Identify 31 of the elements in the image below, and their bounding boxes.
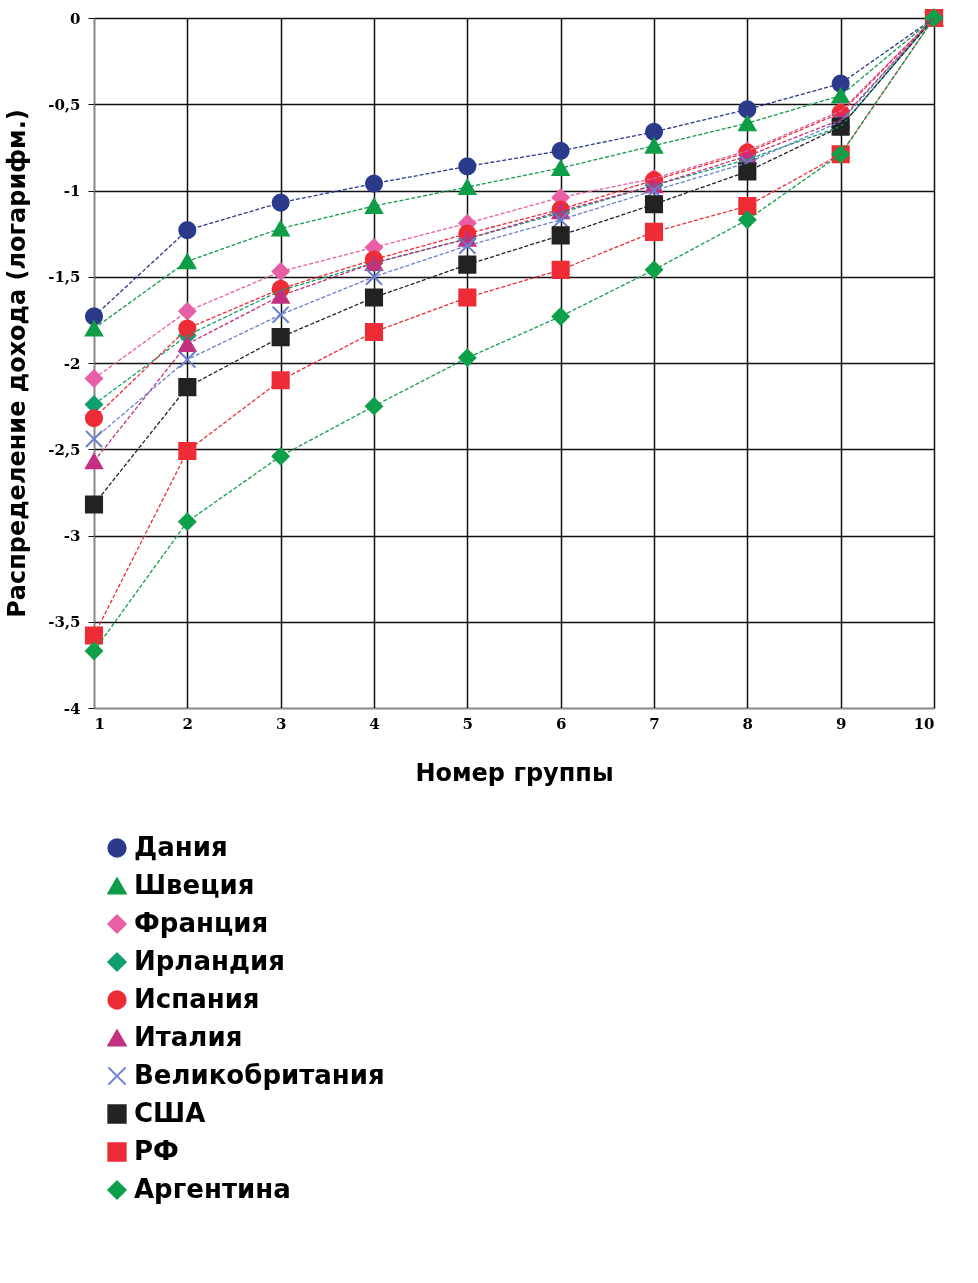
y-tick-label: -1,5	[48, 268, 81, 287]
y-axis-title: Распределение дохода (логарифм.)	[3, 109, 32, 618]
y-tick-label: 0	[70, 9, 81, 28]
y-tick-label: -0,5	[48, 95, 81, 114]
x-tick-label: 4	[369, 714, 380, 733]
x-tick-label: 9	[835, 714, 847, 733]
y-tick-label: -3,5	[48, 613, 81, 632]
y-tick-label: -3	[63, 527, 81, 545]
x-tick-label: 7	[649, 714, 660, 733]
legend-label: Дания	[134, 832, 228, 862]
x-tick-label: 6	[555, 714, 567, 733]
legend-label: США	[134, 1098, 206, 1128]
y-tick-label: -2,5	[48, 440, 81, 459]
x-tick-label: 10	[913, 714, 935, 733]
x-axis-title: Номер группы	[415, 758, 614, 787]
legend-label: Италия	[134, 1022, 243, 1052]
y-tick-label: -2	[63, 354, 81, 373]
legend-label: Ирландия	[134, 946, 285, 976]
x-tick-label: 1	[94, 714, 105, 733]
legend-label: Швеция	[134, 870, 255, 900]
x-tick-label: 3	[275, 714, 287, 733]
y-tick-label: -1	[63, 182, 81, 200]
x-tick-label: 8	[742, 714, 754, 733]
legend-label: Великобритания	[134, 1060, 385, 1090]
y-tick-label: -4	[63, 699, 81, 718]
legend-label: Аргентина	[134, 1174, 291, 1204]
x-tick-label: 5	[462, 714, 474, 733]
legend-label: РФ	[134, 1136, 179, 1166]
legend-label: Испания	[134, 984, 260, 1014]
legend-label: Франция	[134, 908, 269, 938]
x-tick-label: 2	[182, 714, 194, 733]
